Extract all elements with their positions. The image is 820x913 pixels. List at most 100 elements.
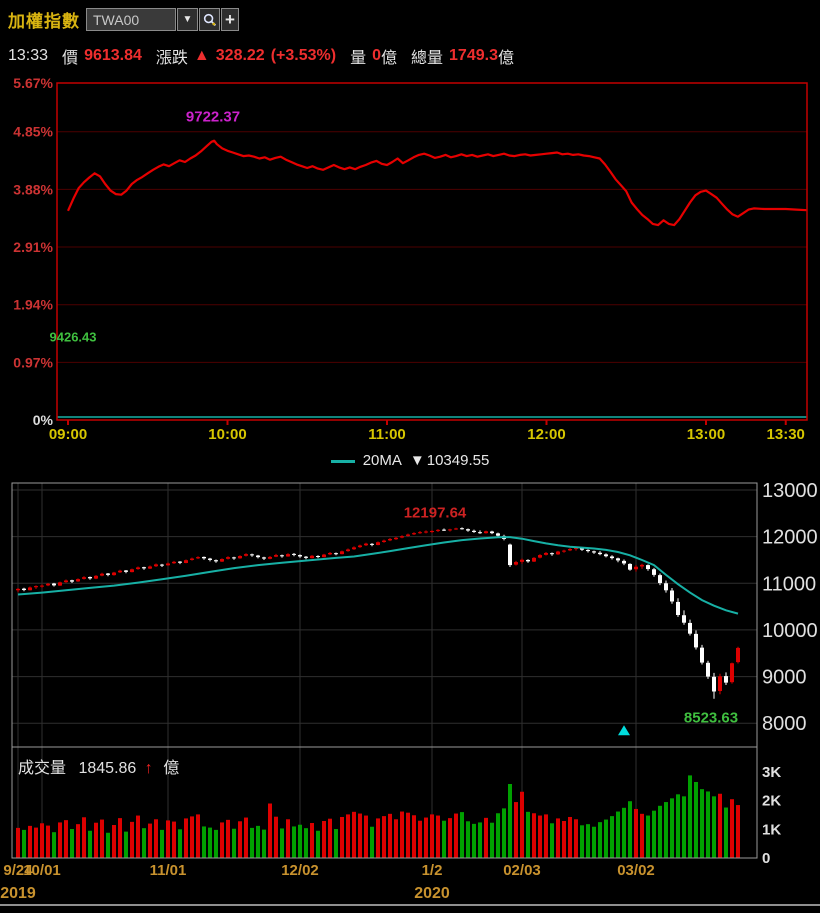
candle-body: [76, 579, 80, 582]
volume-ytick-label: 2K: [762, 793, 781, 810]
volume-bar: [106, 832, 110, 858]
volume-bar: [694, 781, 698, 858]
daily-high-annotation: 12197.64: [403, 504, 467, 522]
search-button[interactable]: [199, 8, 220, 31]
volume-bar: [538, 815, 542, 858]
volume-label: 量: [350, 50, 367, 67]
candle-body: [616, 558, 620, 561]
candle-body: [568, 549, 572, 551]
candle-body: [376, 542, 380, 546]
volume-bar: [676, 794, 680, 858]
volume-bar: [88, 830, 92, 858]
volume-bar: [640, 813, 644, 858]
change-label: 漲跌: [155, 50, 188, 67]
volume-bar: [706, 791, 710, 858]
candle-body: [472, 530, 476, 532]
candle-body: [430, 531, 434, 533]
quote-strip: 13:33 價 9613.84 漲跌 ▲ 328.22 (+3.53%) 量 0…: [8, 44, 514, 68]
volume-bar: [208, 827, 212, 858]
candle-body: [16, 588, 20, 591]
volume-bar: [646, 815, 650, 858]
buy-signal-marker-icon: [618, 725, 630, 736]
candle-body: [334, 553, 338, 555]
candle-body: [688, 622, 692, 634]
daily-date-label: 11/01: [150, 862, 187, 879]
symbol-value: TWA00: [93, 12, 140, 28]
candle-body: [28, 587, 32, 591]
volume-ytick-label: 0: [762, 850, 770, 867]
intraday-xtick-label: 13:30: [767, 426, 805, 443]
quote-time: 13:33: [8, 47, 49, 64]
volume-bar: [718, 793, 722, 858]
candle-body: [364, 543, 368, 546]
volume-bar: [16, 827, 20, 858]
candle-body: [478, 532, 482, 534]
candle-body: [232, 557, 236, 559]
daily-price-label: 12000: [762, 527, 818, 549]
candle-body: [634, 566, 638, 570]
candle-body: [298, 555, 302, 557]
volume-bar: [100, 819, 104, 858]
candle-body: [640, 564, 644, 567]
candle-body: [322, 554, 326, 558]
volume-bar: [520, 791, 524, 858]
volume-bar: [292, 826, 296, 858]
plus-icon: +: [225, 9, 235, 29]
candle-body: [682, 615, 686, 623]
candle-body: [106, 573, 110, 575]
volume-bar: [598, 822, 602, 858]
candle-body: [130, 569, 134, 573]
intraday-low-annotation: 9426.43: [49, 329, 97, 345]
volume-bar: [40, 823, 44, 858]
volume-bar: [652, 810, 656, 858]
volume-bar: [670, 798, 674, 858]
candle-body: [70, 580, 74, 582]
volume-bar: [94, 822, 98, 858]
volume-bar: [214, 829, 218, 858]
intraday-plot-border: [56, 82, 808, 421]
volume-bar: [34, 827, 38, 858]
volume-bar: [460, 812, 464, 858]
volume-bar: [730, 799, 734, 858]
volume-bar: [28, 825, 32, 858]
symbol-combobox[interactable]: TWA00: [86, 8, 176, 31]
volume-bar: [394, 819, 398, 858]
volume-bar: [724, 807, 728, 858]
candle-body: [292, 553, 296, 555]
up-arrow-icon: ↑: [144, 760, 153, 777]
candle-body: [64, 580, 68, 583]
add-symbol-button[interactable]: +: [221, 8, 239, 31]
volume-bar: [262, 829, 266, 858]
volume-bar: [370, 826, 374, 858]
volume-ytick-label: 1K: [762, 821, 781, 838]
intraday-ytick-label: 1.94%: [13, 297, 53, 313]
intraday-ytick-label: 0%: [33, 412, 54, 428]
candle-body: [160, 564, 164, 566]
volume-bar: [64, 820, 68, 858]
volume-bar: [76, 824, 80, 858]
candle-body: [370, 543, 374, 545]
intraday-ytick-label: 0.97%: [13, 354, 53, 370]
ma-line-swatch: [330, 459, 355, 463]
candle-body: [190, 558, 194, 560]
volume-bar: [70, 829, 74, 858]
candle-body: [382, 540, 386, 543]
volume-bar: [562, 821, 566, 858]
volume-bar: [52, 832, 56, 858]
volume-bar: [700, 789, 704, 858]
bottom-divider: [0, 904, 820, 906]
candle-body: [304, 556, 308, 558]
symbol-dropdown-button[interactable]: ▼: [177, 8, 198, 31]
ma-legend: 20MA ▼ 10349.55: [0, 452, 820, 469]
candle-body: [730, 663, 734, 683]
volume-bar: [436, 815, 440, 858]
total-volume-value: 1749.3: [449, 47, 498, 64]
candle-body: [310, 555, 314, 559]
price-value: 9613.84: [84, 47, 142, 64]
candle-body: [328, 552, 332, 555]
volume-bar: [250, 827, 254, 858]
daily-price-label: 10000: [762, 620, 818, 642]
volume-bar: [244, 817, 248, 858]
candle-body: [460, 528, 464, 530]
